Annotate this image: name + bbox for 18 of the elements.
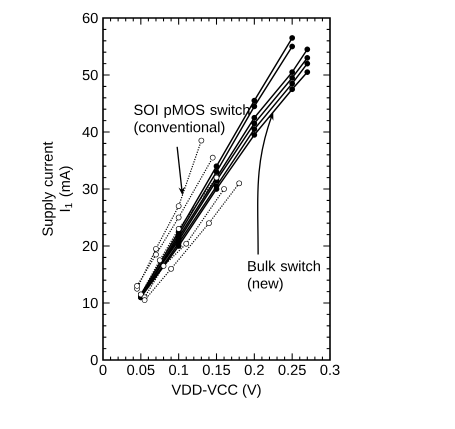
y-tick-label: 60 bbox=[82, 12, 98, 24]
x-tick-label: 0.25 bbox=[278, 364, 306, 376]
annotation: Bulk switch (new) bbox=[248, 260, 320, 292]
y-tick-label: 50 bbox=[82, 70, 98, 80]
x-tick-label: 0.3 bbox=[320, 364, 340, 376]
y-tick-label: 0 bbox=[90, 354, 98, 366]
x-tick-label: 0.2 bbox=[244, 364, 264, 376]
x-tick-label: 0.05 bbox=[127, 364, 154, 376]
y-tick-label: 10 bbox=[83, 298, 98, 308]
x-axis-title: VDD-VCC (V) bbox=[172, 384, 261, 398]
annotation: SOI pMOS switch (conventional) bbox=[134, 104, 250, 136]
x-tick-label: 0.15 bbox=[202, 364, 230, 376]
y-tick-label: 20 bbox=[82, 240, 98, 252]
y-tick-label: 40 bbox=[82, 126, 98, 138]
y-tick-label: 30 bbox=[82, 184, 98, 194]
x-tick-label: 0 bbox=[100, 364, 106, 376]
y-axis-title: Supply current I$_{1}$ (mA) bbox=[42, 142, 73, 236]
x-tick-label: 0.1 bbox=[169, 364, 188, 376]
